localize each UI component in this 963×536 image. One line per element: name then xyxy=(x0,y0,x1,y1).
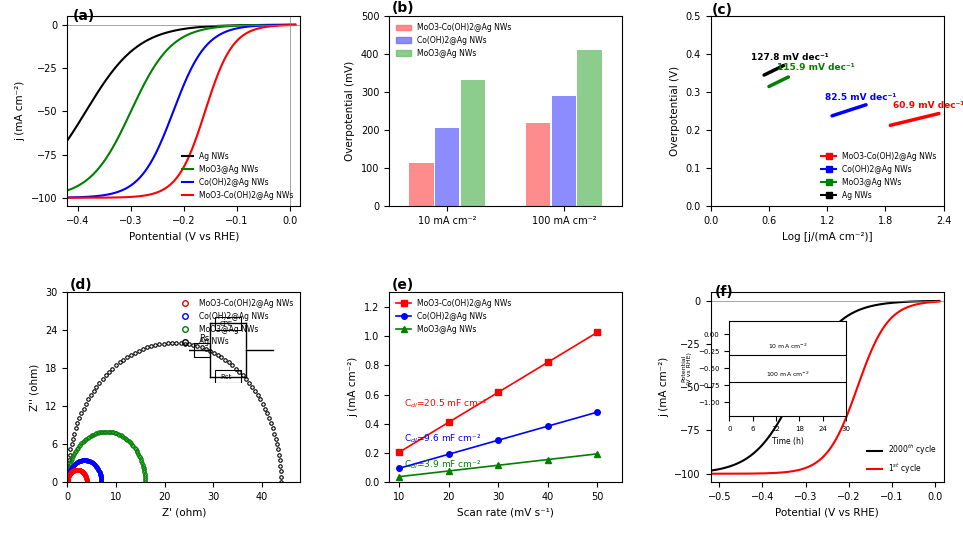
Y-axis label: j (mA cm⁻²): j (mA cm⁻²) xyxy=(349,357,358,418)
Legend: MoO3-Co(OH)2@Ag NWs, Co(OH)2@Ag NWs, MoO3@Ag NWs, Ag NWs: MoO3-Co(OH)2@Ag NWs, Co(OH)2@Ag NWs, MoO… xyxy=(818,149,940,203)
Text: (b): (b) xyxy=(391,1,414,15)
Text: 115.9 mV dec⁻¹: 115.9 mV dec⁻¹ xyxy=(777,63,854,72)
Text: C$_{dl}$=20.5 mF cm⁻²: C$_{dl}$=20.5 mF cm⁻² xyxy=(403,397,487,410)
Bar xyxy=(552,96,576,206)
Text: 82.5 mV dec⁻¹: 82.5 mV dec⁻¹ xyxy=(825,93,897,102)
Bar xyxy=(435,128,459,206)
Y-axis label: j (mA cm⁻²): j (mA cm⁻²) xyxy=(15,81,26,142)
X-axis label: Pontential (V vs RHE): Pontential (V vs RHE) xyxy=(129,232,239,242)
Text: (e): (e) xyxy=(392,278,414,292)
Legend: MoO3-Co(OH)2@Ag NWs, Co(OH)2@Ag NWs, MoO3@Ag NWs, Ag NWs: MoO3-Co(OH)2@Ag NWs, Co(OH)2@Ag NWs, MoO… xyxy=(174,296,297,349)
Text: 60.9 mV dec⁻¹: 60.9 mV dec⁻¹ xyxy=(894,101,963,110)
X-axis label: Log [j/(mA cm⁻²)]: Log [j/(mA cm⁻²)] xyxy=(782,232,872,242)
X-axis label: Scan rate (mV s⁻¹): Scan rate (mV s⁻¹) xyxy=(457,508,554,518)
Bar xyxy=(526,123,551,206)
Text: (c): (c) xyxy=(712,3,733,17)
Text: (f): (f) xyxy=(715,285,734,299)
X-axis label: Potential (V vs RHE): Potential (V vs RHE) xyxy=(775,508,879,518)
Bar xyxy=(409,162,434,206)
Y-axis label: Overpotential (mV): Overpotential (mV) xyxy=(346,61,355,161)
Legend: MoO3-Co(OH)2@Ag NWs, Co(OH)2@Ag NWs, MoO3@Ag NWs: MoO3-Co(OH)2@Ag NWs, Co(OH)2@Ag NWs, MoO… xyxy=(393,296,515,337)
Bar xyxy=(577,49,602,206)
Y-axis label: Z'' (ohm): Z'' (ohm) xyxy=(30,363,39,411)
Legend: MoO3-Co(OH)2@Ag NWs, Co(OH)2@Ag NWs, MoO3@Ag NWs: MoO3-Co(OH)2@Ag NWs, Co(OH)2@Ag NWs, MoO… xyxy=(393,20,515,61)
Text: 127.8 mV dec⁻¹: 127.8 mV dec⁻¹ xyxy=(751,53,829,62)
Text: C$_{dl}$=9.6 mF cm⁻²: C$_{dl}$=9.6 mF cm⁻² xyxy=(403,433,482,445)
X-axis label: Z' (ohm): Z' (ohm) xyxy=(162,508,206,518)
Y-axis label: j (mA cm⁻²): j (mA cm⁻²) xyxy=(659,357,669,418)
Text: C$_{dl}$=3.9 mF cm⁻²: C$_{dl}$=3.9 mF cm⁻² xyxy=(403,459,482,471)
Bar xyxy=(460,80,485,206)
Legend: 2000$^{th}$ cycle, 1$^{st}$ cycle: 2000$^{th}$ cycle, 1$^{st}$ cycle xyxy=(864,440,940,479)
Text: (d): (d) xyxy=(70,278,92,292)
Legend: Ag NWs, MoO3@Ag NWs, Co(OH)2@Ag NWs, MoO3-Co(OH)2@Ag NWs: Ag NWs, MoO3@Ag NWs, Co(OH)2@Ag NWs, MoO… xyxy=(178,149,297,203)
Text: (a): (a) xyxy=(73,9,95,23)
Y-axis label: Overpotential (V): Overpotential (V) xyxy=(670,66,680,157)
